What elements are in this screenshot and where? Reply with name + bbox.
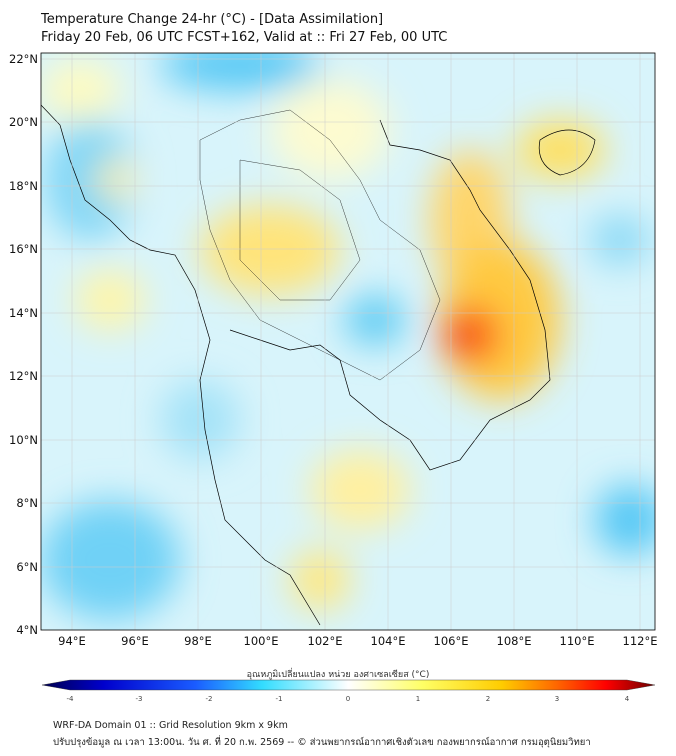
- gridlines: [41, 53, 655, 630]
- colorbar-tick: 4: [624, 695, 630, 703]
- lon-label: 100°E: [243, 634, 279, 648]
- lat-label: 16°N: [9, 242, 38, 256]
- chart-subtitle: Friday 20 Feb, 06 UTC FCST+162, Valid at…: [41, 30, 448, 45]
- colorbar-title: อุณหภูมิเปลี่ยนแปลง หน่วย องศาเซลเซียส (…: [246, 670, 430, 680]
- footer-credit: ปรับปรุงข้อมูล ณ เวลา 13:00น. วัน ศ. ที่…: [53, 737, 591, 748]
- lon-label: 108°E: [496, 634, 532, 648]
- colorbar-tick: 0: [345, 695, 351, 703]
- field-layer: [41, 53, 655, 630]
- footer-model-info: WRF-DA Domain 01 :: Grid Resolution 9km …: [53, 720, 288, 731]
- lon-label: 112°E: [622, 634, 658, 648]
- colorbar-tick: 3: [554, 695, 560, 703]
- lat-label: 22°N: [9, 52, 38, 66]
- chart-title: Temperature Change 24-hr (°C) - [Data As…: [41, 12, 384, 27]
- lat-label: 8°N: [16, 496, 38, 510]
- colorbar-tick: -2: [205, 695, 213, 703]
- province-borders: [199, 109, 441, 381]
- lon-label: 94°E: [58, 634, 86, 648]
- colorbar-tick: 1: [415, 695, 421, 703]
- lon-label: 102°E: [307, 634, 343, 648]
- map-frame: [40, 52, 656, 631]
- lat-label: 18°N: [9, 179, 38, 193]
- colorbar-tick: -4: [66, 695, 74, 703]
- lat-label: 20°N: [9, 115, 38, 129]
- lon-label: 106°E: [433, 634, 469, 648]
- lon-label: 96°E: [121, 634, 149, 648]
- lat-label: 10°N: [9, 433, 38, 447]
- lat-label: 14°N: [9, 306, 38, 320]
- colorbar: [41, 679, 656, 691]
- colorbar-tick: -1: [275, 695, 283, 703]
- coastline: [41, 104, 596, 626]
- colorbar-tick: 2: [485, 695, 491, 703]
- colorbar-tick: -3: [135, 695, 143, 703]
- lon-label: 98°E: [184, 634, 212, 648]
- lat-label: 4°N: [16, 623, 38, 637]
- lon-label: 104°E: [370, 634, 406, 648]
- lon-label: 110°E: [559, 634, 595, 648]
- lat-label: 12°N: [9, 369, 38, 383]
- lat-label: 6°N: [16, 560, 38, 574]
